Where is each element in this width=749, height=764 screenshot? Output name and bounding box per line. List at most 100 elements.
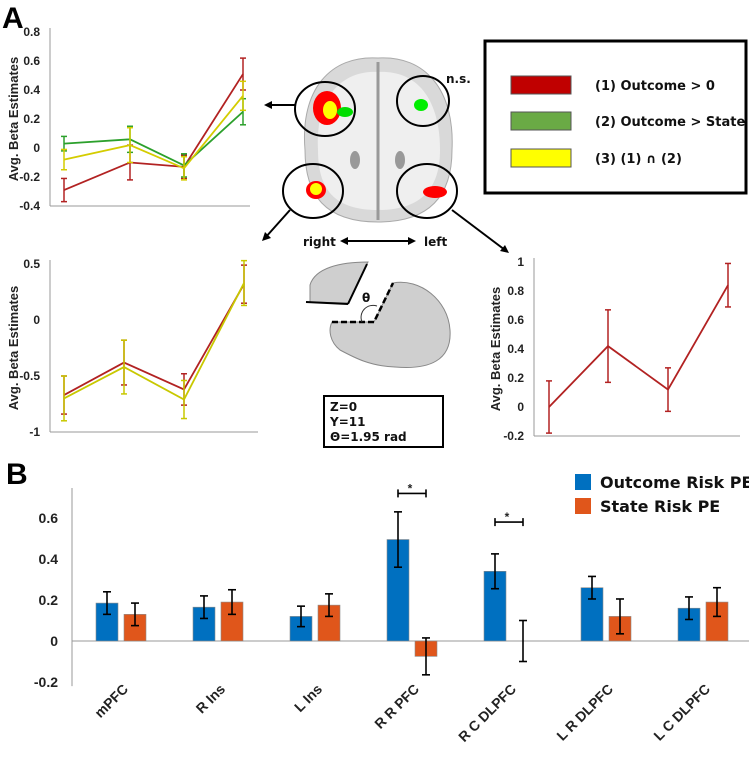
data-point [667, 389, 669, 391]
y-tick-label: 0.4 [507, 342, 524, 356]
line-chart-right: 1 0.8 0.6 0.4 0.2 0 -0.2 Avg. Beta Estimates [488, 255, 740, 443]
error-bar [228, 588, 236, 616]
data-point [63, 397, 65, 399]
y-tick-label: 0.6 [507, 313, 524, 327]
y-tick-label: 0.5 [23, 257, 40, 271]
series-line [63, 95, 244, 170]
data-point [63, 143, 65, 145]
legend-box-a: (1) Outcome > 0 (2) Outcome > State (3) … [483, 39, 748, 195]
data-point [123, 366, 125, 368]
bar-chart-panel-b: 0.6 0.4 0.2 0 -0.2 mPFC R Ins L Ins R R PFC R C D… [34, 481, 749, 745]
data-point [243, 282, 245, 284]
series-line [548, 284, 729, 408]
data-point [183, 167, 185, 169]
error-bar [422, 637, 430, 676]
x-tick-label: L Ins [291, 681, 325, 715]
data-point [183, 399, 185, 401]
left-label: left [424, 235, 447, 249]
coord-z: Z=0 [330, 400, 357, 414]
data-point [607, 345, 609, 347]
y-tick-label: 0.8 [507, 284, 524, 298]
error-bar [713, 586, 721, 618]
data-point [242, 95, 244, 97]
y-tick-label: 1 [517, 255, 524, 269]
series-line [63, 111, 244, 167]
y-tick-label: 0 [50, 633, 58, 649]
error-bar [131, 602, 139, 627]
legend-label: (2) Outcome > State [595, 115, 745, 130]
data-point [242, 73, 244, 75]
legend-swatch-outcome [510, 75, 572, 95]
x-tick-label: R C DLPFC [455, 681, 519, 745]
x-tick-label: mPFC [91, 681, 131, 721]
panel-label-a: A [2, 2, 24, 35]
y-tick-label: 0 [33, 313, 40, 327]
line-chart-bottom-left: 0.5 0 -0.5 -1 Avg. Beta Estimates [6, 257, 258, 439]
data-point [242, 111, 244, 113]
legend-label: (1) Outcome > 0 [595, 79, 715, 94]
data-point [63, 159, 65, 161]
y-tick-label: -0.5 [19, 369, 40, 383]
panel-label-b: B [6, 458, 28, 491]
y-tick-label: 0 [33, 141, 40, 155]
data-point [548, 406, 550, 408]
error-bar [200, 595, 208, 620]
significance-label: * [408, 481, 413, 495]
data-point [727, 284, 729, 286]
series-line [63, 283, 245, 396]
left-right-arrow-icon [340, 237, 416, 245]
coord-theta: Θ=1.95 rad [330, 430, 407, 444]
x-tick-label: R R PFC [371, 681, 422, 732]
error-bar [519, 619, 527, 663]
error-bar [616, 598, 624, 635]
x-tick-label: R Ins [193, 681, 229, 717]
y-tick-label: 0 [517, 400, 524, 414]
error-bar [103, 590, 111, 616]
legend-swatch-outcome-state [510, 111, 572, 131]
y-tick-label: 0.2 [39, 592, 59, 608]
legend-swatch-state-risk [575, 498, 591, 514]
coordinates-box: Z=0 Y=11 Θ=1.95 rad [323, 395, 444, 448]
line-chart-top-left: 0.8 0.6 0.4 0.2 0 -0.2 -0.4 Avg. Beta Estimates [6, 25, 250, 213]
error-bar [297, 605, 305, 628]
y-tick-label: -1 [29, 425, 40, 439]
series-line [63, 73, 244, 191]
y-tick-label: 0.2 [507, 371, 524, 385]
brain-coronal-image [262, 57, 509, 253]
y-tick-label: -0.2 [34, 674, 58, 690]
y-axis-label: Avg. Beta Estimates [6, 286, 21, 411]
x-tick-label: L R DLPFC [553, 681, 616, 744]
legend-label: Outcome Risk PE [600, 473, 749, 492]
y-tick-label: -0.4 [19, 199, 40, 213]
significance-bracket: * [397, 481, 427, 498]
legend-label: (3) (1) ∩ (2) [595, 152, 682, 167]
brain-sagittal-image [305, 261, 451, 369]
right-label: right [303, 235, 336, 249]
x-tick-label: L C DLPFC [650, 681, 713, 744]
significance-bracket: * [494, 510, 524, 527]
data-point [63, 189, 65, 191]
significance-label: * [505, 510, 510, 524]
ns-label: n.s. [446, 72, 471, 86]
y-tick-label: 0.4 [23, 83, 40, 97]
legend-label: State Risk PE [600, 497, 720, 516]
y-tick-label: 0.6 [23, 54, 40, 68]
error-bar [588, 575, 596, 600]
y-tick-label: -0.2 [19, 170, 40, 184]
y-tick-label: 0.8 [23, 25, 40, 39]
legend-swatch-intersection [510, 148, 572, 168]
series-line [63, 282, 245, 401]
y-tick-label: -0.2 [503, 429, 524, 443]
error-bar [491, 553, 499, 590]
y-tick-label: 0.4 [39, 551, 59, 567]
coord-y: Y=11 [329, 415, 365, 429]
y-axis-label: Avg. Beta Estimates [6, 57, 21, 182]
data-point [129, 144, 131, 146]
theta-label: θ [362, 291, 370, 305]
y-tick-label: 0.2 [23, 112, 40, 126]
error-bar [394, 511, 402, 569]
error-bar [325, 593, 333, 618]
legend-b: Outcome Risk PE State Risk PE [575, 473, 749, 516]
error-bar [685, 596, 693, 621]
